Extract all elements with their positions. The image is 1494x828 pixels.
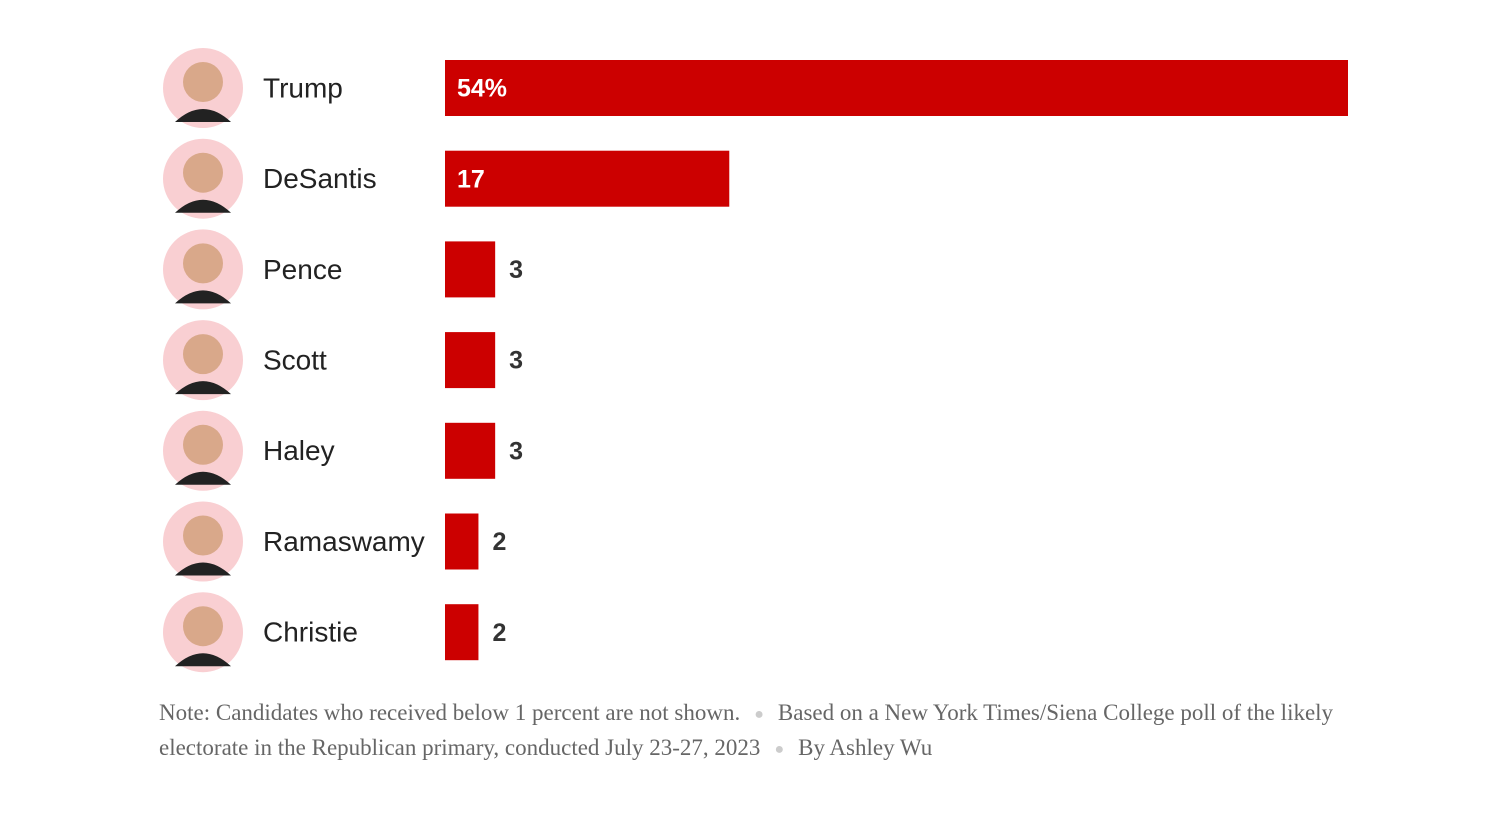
avatar-head: [183, 152, 223, 193]
value-label: 3: [509, 256, 523, 284]
value-label: 54%: [457, 75, 507, 103]
source: Based on a New York Times/Siena College …: [159, 700, 1334, 761]
note-label: Note:: [159, 700, 211, 725]
value-label: 2: [492, 528, 506, 556]
separator: ●: [754, 706, 764, 724]
avatar-body: [175, 653, 231, 667]
category-label: Ramaswamy: [263, 526, 425, 557]
category-label: Scott: [263, 344, 327, 375]
note-text: Candidates who received below 1 percent …: [215, 700, 741, 725]
category-label: Christie: [263, 617, 358, 648]
avatar-body: [175, 199, 231, 213]
byline: By Ashley Wu: [798, 735, 933, 761]
separator: ●: [774, 741, 785, 759]
avatar-body: [175, 109, 231, 122]
category-label: DeSantis: [263, 163, 377, 194]
chart: Trump 54% DeSantis 17 Pence 3 Scott 3 Haley 3 Rama…: [163, 48, 1348, 673]
avatar-head: [183, 606, 223, 647]
avatar-head: [183, 62, 223, 102]
bar: [445, 241, 496, 298]
avatar-head: [183, 243, 223, 284]
bar: [445, 332, 496, 389]
avatar-body: [175, 290, 231, 304]
avatar-head: [183, 515, 223, 556]
category-label: Haley: [263, 435, 335, 466]
value-label: 3: [509, 437, 523, 465]
bar: [445, 604, 479, 661]
avatar-body: [175, 471, 231, 485]
value-label: 17: [457, 165, 485, 193]
avatar-body: [175, 562, 231, 576]
avatar-head: [183, 334, 223, 375]
bar: [445, 513, 479, 570]
value-label: 3: [509, 347, 523, 375]
bar: [445, 422, 496, 479]
category-label: Trump: [263, 72, 343, 103]
category-label: Pence: [263, 254, 342, 285]
bar: [445, 150, 730, 207]
bar: [445, 60, 1348, 116]
value-label: 2: [492, 619, 506, 647]
note: Note: Candidates who received below 1 pe…: [159, 696, 1379, 766]
avatar-head: [183, 424, 223, 465]
avatar-body: [175, 381, 231, 395]
